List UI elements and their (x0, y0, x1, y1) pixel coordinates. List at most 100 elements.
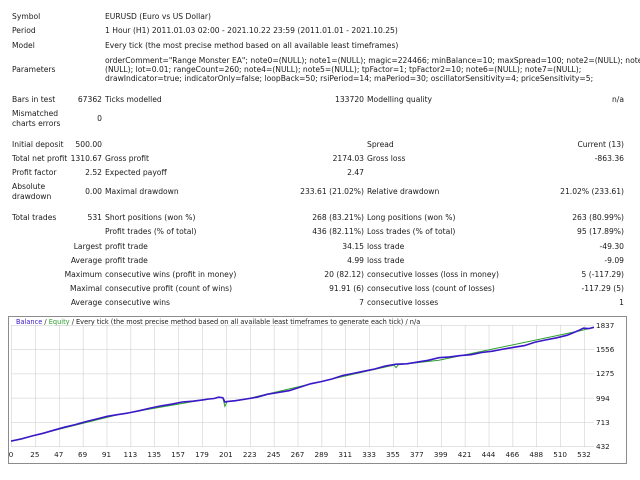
maximal-label: Maximal (70, 284, 102, 293)
parameters-line-1: orderComment="Range Monster EA"; note0=(… (105, 56, 640, 65)
x-tick-label: 91 (101, 450, 112, 459)
profit-trades-value: 436 (82.11%) (312, 227, 364, 236)
initial-deposit-label: Initial deposit (12, 140, 64, 149)
gross-loss-label: Gross loss (367, 154, 406, 163)
y-tick-label: 432 (596, 442, 610, 451)
gross-loss-value: -863.36 (594, 154, 624, 163)
absolute-drawdown-label-1: Absolute (12, 182, 46, 191)
x-tick-label: 421 (457, 450, 472, 459)
mismatched-value: 0 (97, 114, 102, 123)
long-positions-label: Long positions (won %) (367, 213, 456, 222)
maximal-consecutive-loss-label: consecutive loss (count of losses) (367, 284, 495, 293)
total-trades-value: 531 (87, 213, 103, 222)
period-value: 1 Hour (H1) 2011.01.03 02:00 - 2021.10.2… (105, 26, 398, 35)
largest-loss-value: -49.30 (599, 242, 624, 251)
profit-factor-value: 2.52 (85, 168, 102, 177)
x-tick-label: 223 (242, 450, 257, 459)
period-label: Period (12, 26, 36, 35)
chart-title: Balance / Equity / Every tick (the most … (16, 318, 420, 326)
x-tick-label: 157 (171, 450, 185, 459)
x-tick-label: 399 (433, 450, 448, 459)
expected-payoff-value: 2.47 (347, 168, 364, 177)
parameters-line-3: drawIndicator=true; indicatorOnly=false;… (105, 74, 594, 83)
long-positions-value: 263 (80.99%) (572, 213, 624, 222)
x-tick-label: 333 (362, 450, 376, 459)
series-line-equity (11, 326, 594, 442)
short-positions-label: Short positions (won %) (105, 213, 196, 222)
max-consecutive-wins-label: consecutive wins (profit in money) (105, 270, 237, 279)
x-tick-label: 135 (147, 450, 162, 459)
maximum-label: Maximum (64, 270, 102, 279)
gross-profit-label: Gross profit (105, 154, 149, 163)
x-tick-label: 510 (553, 450, 567, 459)
x-tick-label: 113 (123, 450, 138, 459)
chart-title-rest: / Every tick (the most precise method ba… (69, 318, 421, 326)
absolute-drawdown-label-2: drawdown (12, 192, 52, 201)
avg-consecutive-wins-value: 7 (359, 298, 364, 307)
x-tick-label: 311 (338, 450, 353, 459)
maximal-drawdown-value: 233.61 (21.02%) (300, 187, 364, 196)
x-tick-label: 245 (266, 450, 281, 459)
quality-label: Modelling quality (367, 95, 433, 104)
maximal-consecutive-loss-value: -117.29 (5) (581, 284, 624, 293)
loss-trades-value: 95 (17.89%) (577, 227, 624, 236)
x-tick-label: 69 (78, 450, 88, 459)
symbol-label: Symbol (12, 12, 41, 21)
largest-loss-label: loss trade (367, 242, 405, 251)
maximal-consecutive-profit-label: consecutive profit (count of wins) (105, 284, 233, 293)
x-tick-label: 289 (314, 450, 329, 459)
loss-trades-label: Loss trades (% of total) (367, 227, 456, 236)
y-tick-label: 1556 (596, 345, 615, 355)
x-tick-label: 466 (505, 450, 520, 459)
model-value: Every tick (the most precise method base… (105, 41, 399, 50)
relative-drawdown-label: Relative drawdown (367, 187, 440, 196)
maximal-consecutive-profit-value: 91.91 (6) (329, 284, 364, 293)
series-line-balance (11, 326, 594, 442)
avg-consecutive-losses-value: 1 (619, 298, 624, 307)
chart-title-sep: / (42, 318, 49, 326)
spread-value: Current (13) (577, 140, 624, 149)
total-trades-label: Total trades (12, 213, 57, 222)
chart-title-equity: Equity (48, 318, 70, 326)
y-tick-label: 994 (596, 393, 610, 403)
parameters-line-2: (NULL); lot=0.01; rangeCount=260; note4=… (105, 65, 582, 74)
largest-label: Largest (73, 242, 102, 251)
expected-payoff-label: Expected payoff (105, 168, 167, 177)
average-label: Average (70, 256, 102, 265)
initial-deposit-value: 500.00 (75, 140, 102, 149)
maximal-drawdown-label: Maximal drawdown (105, 187, 179, 196)
avg-consecutive-wins-label: consecutive wins (105, 298, 171, 307)
x-tick-label: 444 (481, 450, 496, 459)
ticks-label: Ticks modelled (105, 95, 162, 104)
average-loss-label: loss trade (367, 256, 405, 265)
short-positions-value: 268 (83.21%) (312, 213, 364, 222)
avg-consecutive-losses-label: consecutive losses (367, 298, 439, 307)
average-consecutive-label: Average (70, 298, 102, 307)
net-profit-value: 1310.67 (70, 154, 102, 163)
y-tick-label: 1275 (596, 369, 615, 379)
average-loss-value: -9.09 (604, 256, 624, 265)
y-tick-label: 713 (596, 417, 610, 427)
x-tick-label: 0 (8, 450, 14, 459)
x-tick-label: 201 (219, 450, 233, 459)
profit-trades-label: Profit trades (% of total) (105, 227, 197, 236)
profit-factor-label: Profit factor (12, 168, 57, 177)
x-tick-label: 355 (386, 450, 400, 459)
max-consecutive-losses-label: consecutive losses (loss in money) (367, 270, 499, 279)
x-tick-label: 25 (30, 450, 40, 459)
absolute-drawdown-value: 0.00 (85, 187, 102, 196)
average-profit-value: 4.99 (347, 256, 364, 265)
largest-profit-value: 34.15 (342, 242, 364, 251)
x-tick-label: 267 (290, 450, 305, 459)
mismatched-label-2: charts errors (12, 119, 61, 128)
parameters-label: Parameters (12, 65, 56, 74)
max-consecutive-wins-value: 20 (82.12) (324, 270, 364, 279)
bars-label: Bars in test (12, 95, 56, 104)
gross-profit-value: 2174.03 (332, 154, 364, 163)
net-profit-label: Total net profit (12, 154, 68, 163)
x-tick-label: 47 (54, 450, 64, 459)
model-label: Model (12, 41, 35, 50)
symbol-value: EURUSD (Euro vs US Dollar) (105, 12, 211, 21)
x-tick-label: 377 (410, 450, 424, 459)
relative-drawdown-value: 21.02% (233.61) (560, 187, 624, 196)
